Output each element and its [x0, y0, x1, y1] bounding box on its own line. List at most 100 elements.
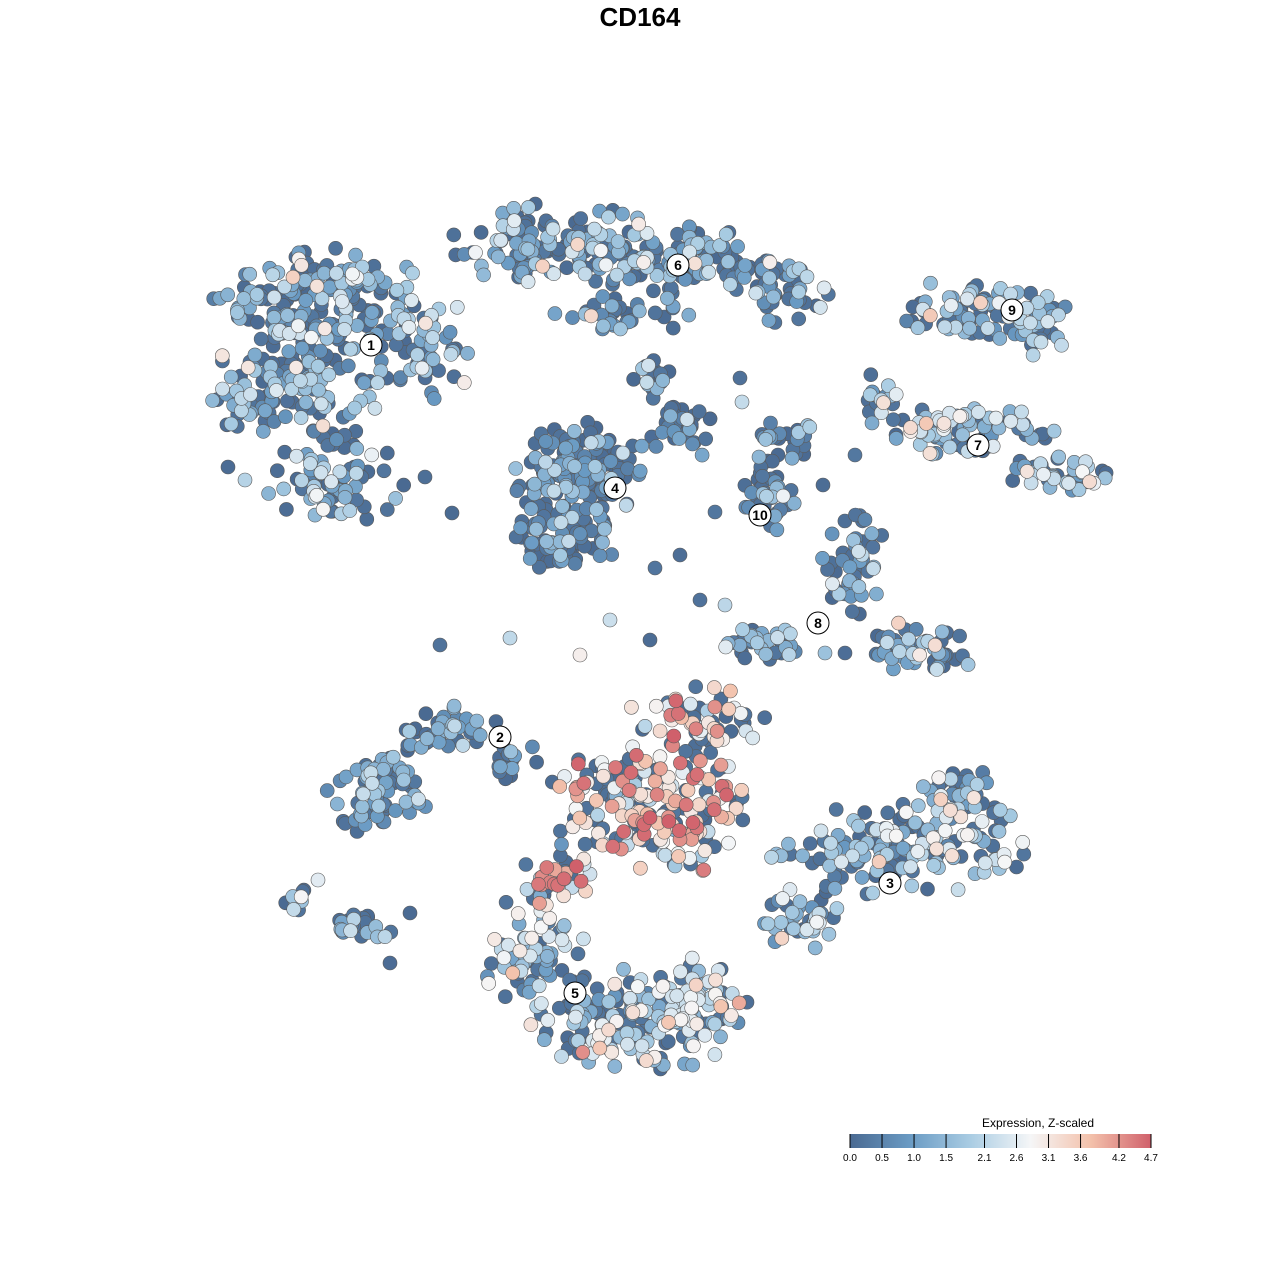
cell-point — [508, 461, 524, 476]
cell-point — [573, 211, 589, 226]
cell-point — [570, 237, 586, 252]
cell-point — [410, 347, 425, 363]
cell-point — [723, 683, 738, 699]
cell-point — [923, 275, 938, 291]
cell-point — [931, 770, 947, 786]
cluster-label-8: 8 — [806, 611, 830, 635]
cell-point — [576, 775, 592, 791]
cell-point — [523, 1017, 539, 1032]
cell-point — [595, 318, 611, 334]
cell-point — [590, 807, 606, 823]
cell-point — [1075, 464, 1090, 480]
cell-point — [290, 318, 306, 334]
cell-point — [758, 432, 774, 447]
cell-point — [966, 790, 982, 806]
cell-point — [583, 435, 599, 451]
cell-point — [536, 1032, 552, 1047]
cell-point — [455, 738, 471, 753]
cell-point — [973, 295, 988, 310]
cell-point — [639, 374, 655, 390]
cell-point — [321, 367, 337, 383]
cell-point — [615, 206, 630, 222]
cell-point — [266, 289, 282, 305]
cell-point — [294, 257, 309, 273]
cell-point — [765, 453, 780, 469]
cell-point — [334, 294, 350, 309]
cell-point — [1040, 314, 1056, 330]
cell-point — [673, 964, 688, 980]
cell-point — [834, 854, 849, 870]
legend-title: Expression, Z-scaled — [982, 1116, 1094, 1130]
cell-point — [523, 501, 539, 517]
cell-point — [483, 956, 499, 971]
cell-point — [456, 375, 472, 390]
cell-point — [370, 375, 385, 391]
cell-point — [955, 427, 970, 443]
cluster-label-1: 1 — [359, 333, 383, 357]
cell-point — [642, 632, 658, 648]
cell-point — [230, 305, 245, 320]
cell-point — [774, 930, 790, 946]
cell-point — [910, 320, 926, 336]
cell-point — [446, 227, 462, 243]
cell-point — [493, 232, 509, 248]
cell-point — [722, 277, 738, 292]
cell-point — [745, 730, 761, 746]
cell-point — [762, 254, 778, 270]
cell-point — [828, 802, 844, 817]
cell-point — [547, 306, 563, 321]
cell-point — [396, 772, 412, 788]
cell-point — [405, 265, 420, 281]
cell-point — [944, 848, 960, 863]
cell-point — [1003, 413, 1019, 429]
cell-point — [425, 330, 440, 345]
cell-point — [329, 432, 344, 447]
cell-point — [349, 441, 365, 456]
cell-point — [538, 434, 554, 449]
legend-tick-label: 3.1 — [1042, 1153, 1056, 1164]
cell-point — [449, 299, 465, 315]
cell-point — [546, 266, 562, 282]
cell-point — [556, 871, 572, 887]
cell-point — [587, 459, 603, 474]
cell-point — [396, 477, 412, 493]
cell-point — [313, 343, 328, 359]
cluster-label-text: 6 — [674, 257, 682, 273]
legend-tick-label: 1.5 — [939, 1153, 953, 1164]
cell-point — [960, 657, 976, 672]
cell-point — [566, 423, 582, 439]
cell-point — [634, 438, 650, 454]
cell-point — [888, 431, 904, 446]
cluster-labels: 1 2 3 4 5 6 7 8 9 10 — [359, 253, 1024, 1005]
cell-point — [288, 360, 304, 375]
cluster-label-2: 2 — [488, 725, 512, 749]
cell-point — [773, 915, 789, 930]
cell-point — [907, 815, 923, 831]
cell-point — [502, 630, 518, 646]
cell-point — [554, 932, 570, 948]
cell-point — [929, 662, 945, 677]
cell-point — [920, 881, 935, 897]
cell-point — [825, 576, 840, 592]
cell-point — [298, 293, 314, 308]
cell-point — [315, 418, 331, 434]
cell-point — [918, 416, 934, 431]
cell-point — [766, 289, 781, 305]
cell-point — [876, 395, 891, 411]
cell-point — [621, 782, 637, 798]
cluster-label-5: 5 — [563, 981, 587, 1005]
cluster-label-badge — [878, 871, 902, 895]
cell-point — [624, 699, 639, 715]
cell-point — [649, 787, 665, 803]
cell-point — [638, 1053, 654, 1068]
cell-point — [538, 454, 553, 470]
cell-point — [691, 797, 707, 813]
cell-point — [309, 278, 325, 294]
cell-point — [443, 347, 459, 362]
cell-point — [782, 626, 798, 642]
cell-point — [888, 828, 904, 844]
cell-point — [842, 559, 858, 575]
cell-point — [527, 476, 542, 492]
cell-point — [781, 836, 796, 852]
